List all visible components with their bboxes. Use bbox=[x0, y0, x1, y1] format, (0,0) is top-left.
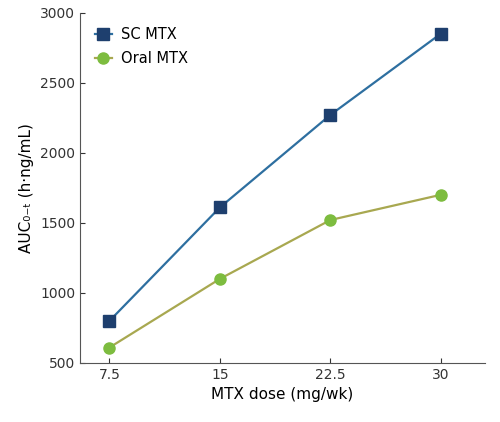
SC MTX bbox=[328, 112, 334, 117]
Oral MTX bbox=[328, 217, 334, 222]
Oral MTX bbox=[438, 192, 444, 197]
Y-axis label: AUC₀₋ₜ (h·ng/mL): AUC₀₋ₜ (h·ng/mL) bbox=[20, 123, 34, 253]
SC MTX bbox=[106, 318, 112, 323]
Oral MTX bbox=[106, 345, 112, 350]
Line: Oral MTX: Oral MTX bbox=[104, 189, 446, 353]
Legend: SC MTX, Oral MTX: SC MTX, Oral MTX bbox=[88, 20, 195, 73]
Oral MTX bbox=[217, 276, 223, 281]
SC MTX bbox=[438, 31, 444, 36]
SC MTX bbox=[217, 205, 223, 210]
Line: SC MTX: SC MTX bbox=[104, 28, 446, 327]
X-axis label: MTX dose (mg/wk): MTX dose (mg/wk) bbox=[212, 387, 354, 402]
